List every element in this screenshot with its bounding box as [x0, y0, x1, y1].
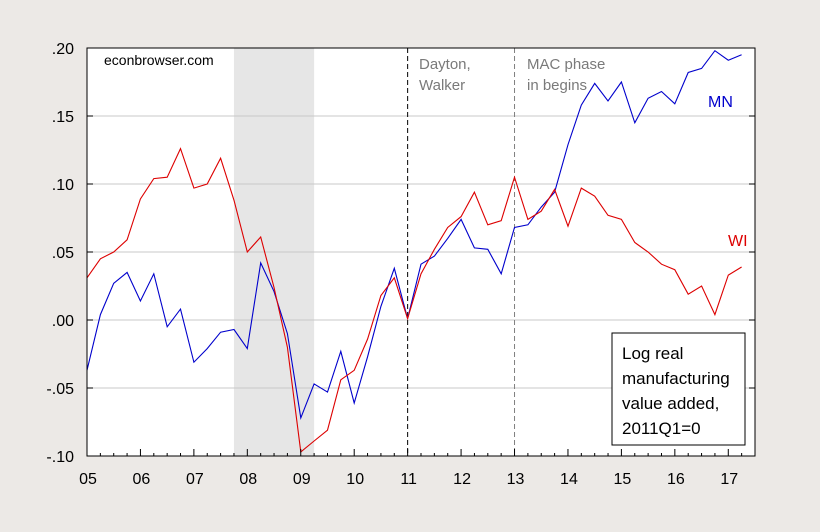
event-lines: [407, 48, 516, 456]
mac-phase-label-line-2: in begins: [527, 77, 587, 94]
annotation-line-1: Log real: [622, 344, 683, 363]
y-tick-label-3: .05: [52, 245, 74, 262]
x-tick-label-12: 17: [720, 471, 738, 488]
y-tick-label-6: -.10: [46, 449, 74, 466]
annotation-line-3: value added,: [622, 394, 719, 413]
mac-phase-label-line-1: MAC phase: [527, 56, 605, 73]
y-tick-label-2: .10: [52, 177, 74, 194]
x-tick-label-1: 06: [133, 471, 151, 488]
x-tick-label-11: 16: [667, 471, 685, 488]
annotation-box: [611, 332, 746, 446]
x-tick-label-0: 05: [79, 471, 97, 488]
dayton-walker-label-line-2: Walker: [419, 77, 465, 94]
x-tick-label-7: 12: [453, 471, 471, 488]
x-tick-label-8: 13: [507, 471, 525, 488]
source-label: econbrowser.com: [104, 52, 214, 68]
x-tick-label-2: 07: [186, 471, 204, 488]
y-axis-ticks: .20 .15 .10 .05 .00 -.05 -.10: [46, 41, 755, 466]
y-tick-label-5: -.05: [46, 381, 74, 398]
x-tick-label-9: 14: [560, 471, 578, 488]
x-tick-label-4: 09: [293, 471, 311, 488]
annotation-line-2: manufacturing: [622, 369, 730, 388]
x-axis-ticks: 05 06 07 08 09 10 11 12 13 14 15 16 17: [79, 449, 756, 488]
series-lines: [86, 49, 742, 453]
x-tick-label-6: 11: [400, 471, 417, 488]
series-line-mn: [86, 49, 742, 420]
x-tick-label-3: 08: [239, 471, 257, 488]
y-tick-label-4: .00: [52, 313, 74, 330]
x-tick-label-5: 10: [346, 471, 364, 488]
y-tick-label-0: .20: [52, 41, 74, 58]
x-tick-label-10: 15: [614, 471, 632, 488]
series-label-mn: MN: [708, 94, 733, 111]
series-label-wi: WI: [728, 233, 748, 250]
dayton-walker-label-line-1: Dayton,: [419, 56, 471, 73]
y-tick-label-1: .15: [52, 109, 74, 126]
annotation-line-4: 2011Q1=0: [622, 419, 701, 438]
series-line-wi: [86, 147, 742, 453]
